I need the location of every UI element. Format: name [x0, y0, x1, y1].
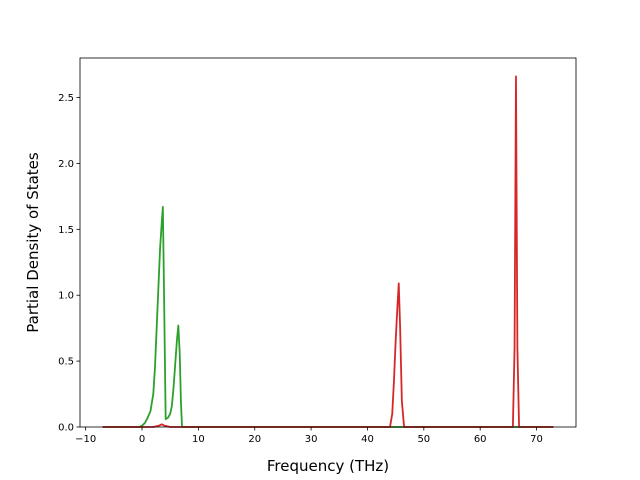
y-tick-label: 1.0 — [58, 291, 74, 302]
x-tick-label: 40 — [361, 434, 374, 445]
x-tick-label: 70 — [530, 434, 543, 445]
x-axis: −10 0 10 20 30 40 50 60 70 — [75, 427, 543, 445]
x-tick-label: 50 — [417, 434, 430, 445]
x-tick-label: −10 — [75, 434, 96, 445]
plot-frame — [79, 57, 577, 428]
y-tick-label: 1.5 — [58, 225, 74, 236]
x-tick-label: 10 — [192, 434, 205, 445]
series-line-2 — [102, 75, 554, 428]
y-axis-label: Partial Density of States — [24, 152, 42, 333]
y-tick-label: 0.5 — [58, 357, 74, 368]
x-tick-label: 30 — [305, 434, 318, 445]
x-tick-label: 60 — [474, 434, 487, 445]
x-tick-label: 0 — [139, 434, 145, 445]
y-tick-label: 2.0 — [58, 159, 74, 170]
x-tick-label: 20 — [248, 434, 261, 445]
y-tick-label: 0.0 — [58, 423, 74, 434]
y-axis: 0.0 0.5 1.0 1.5 2.0 2.5 — [58, 93, 80, 434]
x-axis-label: Frequency (THz) — [267, 457, 389, 475]
y-tick-label: 2.5 — [58, 93, 74, 104]
series-line-1 — [102, 206, 554, 428]
series-layer — [102, 75, 554, 428]
